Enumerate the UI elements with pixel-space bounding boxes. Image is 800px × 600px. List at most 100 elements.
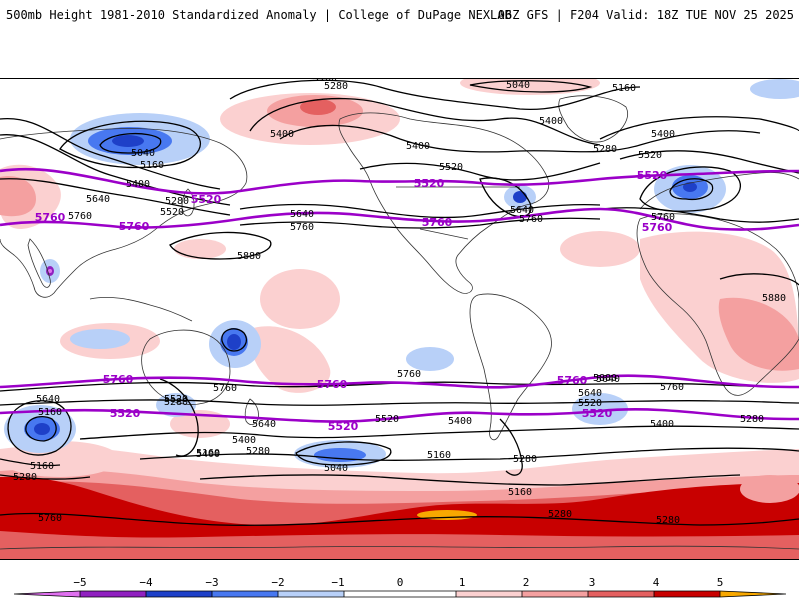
colorbar-tick-label: 4 [652,576,660,589]
contour-label: 5280 [593,144,617,155]
colorbar-tick-label: −5 [73,576,87,589]
contour-label: 5640 [596,374,620,385]
contour-label: 5280 [164,397,188,408]
anomaly-area-east-pacific-low [406,347,454,371]
contour-line-south-5280-bottom [0,512,799,526]
map-canvas: 5160 5280 5040 5160 5400 5040 5160 5400 … [0,79,799,559]
contour-label: 5280 [740,414,764,425]
anomaly-area-southern-low-3 [34,423,50,435]
contour-label: 5400 [232,435,256,446]
colorbar-tick-label: 2 [522,576,530,589]
contour-line-south-5640 [0,399,799,406]
highlight-label: 5760 [119,220,150,233]
anomaly-area-siberia-low-3 [112,135,144,147]
anomaly-area-south-pacific [249,326,331,393]
contour-label: 5160 [427,450,451,461]
contour-label: 5400 [196,449,220,460]
colorbar: −5 −4 −3 −2 −1 0 1 2 3 4 5 [0,566,800,600]
contour-line-south-5760 [0,381,799,392]
anomaly-area-west-pacific [174,239,226,259]
colorbar-seg-neg4 [80,591,146,597]
anomaly-area-europe-core [0,176,36,217]
contour-label: 5760 [68,211,92,222]
antarctica-outline [0,545,799,550]
europe-outline [639,172,799,210]
contour-line-europe-5640 [599,207,799,223]
highlight-contours [0,167,799,423]
contour-label: 5520 [439,162,463,173]
map-title: 500mb Height 1981-2010 Standardized Anom… [6,8,512,22]
colorbar-seg-pos1 [456,591,522,597]
contour-label: 5280 [656,515,680,526]
contour-label: 5280 [246,446,270,457]
highlight-labels: 5520 5520 5520 5760 5760 5760 5760 5760 … [35,169,673,433]
contour-label: 5280 [548,509,572,520]
colorbar-tick-label: 5 [716,576,724,589]
colorbar-tick-label: −3 [205,576,219,589]
contour-line-siberia-low [59,120,202,169]
contour-label: 5640 [36,394,60,405]
africa-outline [636,213,799,396]
contour-label: 5400 [126,179,150,190]
colorbar-tick-label: 0 [396,576,404,589]
japan-outline [181,188,195,217]
colorbar-seg-zero-high [400,591,456,597]
anomaly-area-north-pacific-max [300,99,336,115]
contour-label: 5760 [519,214,543,225]
colorbar-seg-pos3 [588,591,654,597]
contour-line-south-5160 [199,474,741,486]
colorbar-seg-pos4 [654,591,720,597]
contour-line-high-5880-africa [719,273,799,286]
contour-label: 5760 [290,222,314,233]
contour-label: 5040 [324,463,348,474]
anomaly-area-coral-sea-low-3 [227,334,241,350]
south-america-outline [469,293,552,441]
colorbar-tick-label: 1 [458,576,466,589]
contour-label: 5520 [375,414,399,425]
contour-line-west-flow-1 [0,118,221,190]
contour-line-great-lakes-trough [479,177,532,218]
contour-line-5280-north [249,97,601,146]
anomaly-area-tasman-low [156,393,196,417]
contour-label: 5760 [397,369,421,380]
contour-label: 5160 [612,83,636,94]
contour-label: 5640 [290,209,314,220]
highlight-label: 5760 [35,211,66,224]
colorbar-graphic [13,590,787,598]
contour-label: 5160 [313,79,337,84]
anomaly-area-southern-core4 [0,476,799,538]
north-america-outline [338,112,550,294]
contour-label: 5160 [140,160,164,171]
highlight-line-5520-south [0,408,799,423]
contour-line-coral-sea-low [221,328,248,352]
contour-line-south-5040 [295,441,392,466]
anomaly-area-pacific-south-low-2 [314,448,366,462]
contour-label: 5760 [660,382,684,393]
contour-line-5160-north [229,79,641,111]
contour-label: 5400 [406,141,430,152]
anomaly-area-atlantic [560,231,640,267]
contour-line-west-flow-2 [0,134,231,206]
contour-line-5760-north [239,217,601,229]
contour-label: 5640 [578,388,602,399]
anomaly-area-west-indian-low [70,329,130,349]
contour-line-high-5880-pacific [169,231,272,260]
contour-line-southern-low-left-2 [25,416,57,442]
anomaly-area-great-lakes-low-2 [513,191,527,203]
anomaly-area-south-america-east [572,393,628,425]
highlight-label: 5520 [414,177,445,190]
greenland-outline [558,95,628,143]
colorbar-seg-neg2 [212,591,278,597]
contour-label: 5040 [506,80,530,91]
highlight-label: 5760 [422,216,453,229]
contour-line-south-5400 [79,425,799,440]
anomaly-area-alaska-low [750,79,799,99]
indonesia-outline [89,297,193,322]
colorbar-tick-label: −1 [331,576,345,589]
anomaly-area-africa-core [718,297,799,371]
contour-label: 5640 [510,205,534,216]
contour-label: 5520 [578,398,602,409]
india-outline [27,238,51,288]
contour-line-south-5160-left [0,458,61,467]
highlight-label: 5520 [191,193,222,206]
